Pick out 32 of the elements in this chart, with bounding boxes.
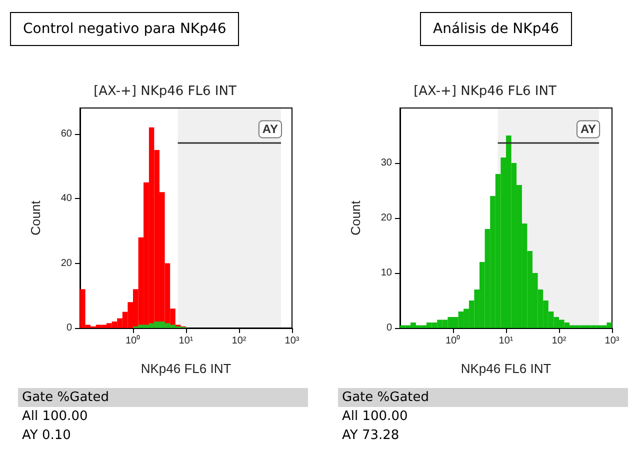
x-tick-label: 10⁰ [445,334,461,346]
x-tick-label: 10¹ [498,336,514,346]
y-tick-label: 20 [380,212,392,224]
y-axis-title: Count [28,200,43,236]
y-tick-label: 40 [60,193,72,204]
x-tick-label: 10³ [284,336,300,346]
y-tick-label: 10 [380,268,392,278]
chart-subtitle: [AX-+] NKp46 FL6 INT [414,84,556,99]
chart-subtitle: [AX-+] NKp46 FL6 INT [94,84,236,99]
x-tick-label: 10² [232,336,247,346]
chart-title: Análisis de NKp46 [420,12,572,46]
x-tick-label: 10¹ [178,336,194,346]
x-tick-label: 10⁰ [125,334,141,346]
text: All 100.00 [341,408,409,426]
y-tick-label: 20 [60,258,72,269]
y-tick-label: 0 [66,322,72,334]
x-tick-label: 10³ [604,336,620,346]
y-tick-label: 30 [380,158,392,168]
band-label: AY [262,122,278,136]
x-axis-title: NKp46 FL6 INT [460,361,552,376]
text: AY 0.10 [21,427,72,445]
x-tick-label: 10² [552,336,567,346]
x-axis-title: NKp46 FL6 INT [140,361,232,376]
y-axis-title: Count [348,200,363,236]
band-label: AY [580,122,596,136]
y-tick-label: 60 [60,128,72,140]
text: Gate %Gated [338,388,628,407]
text: All 100.00 [21,408,89,426]
text: Gate %Gated [18,388,308,407]
chart-title: Control negativo para NKp46 [10,12,240,46]
y-tick-label: 0 [386,322,392,334]
text: AY 73.28 [341,427,400,445]
